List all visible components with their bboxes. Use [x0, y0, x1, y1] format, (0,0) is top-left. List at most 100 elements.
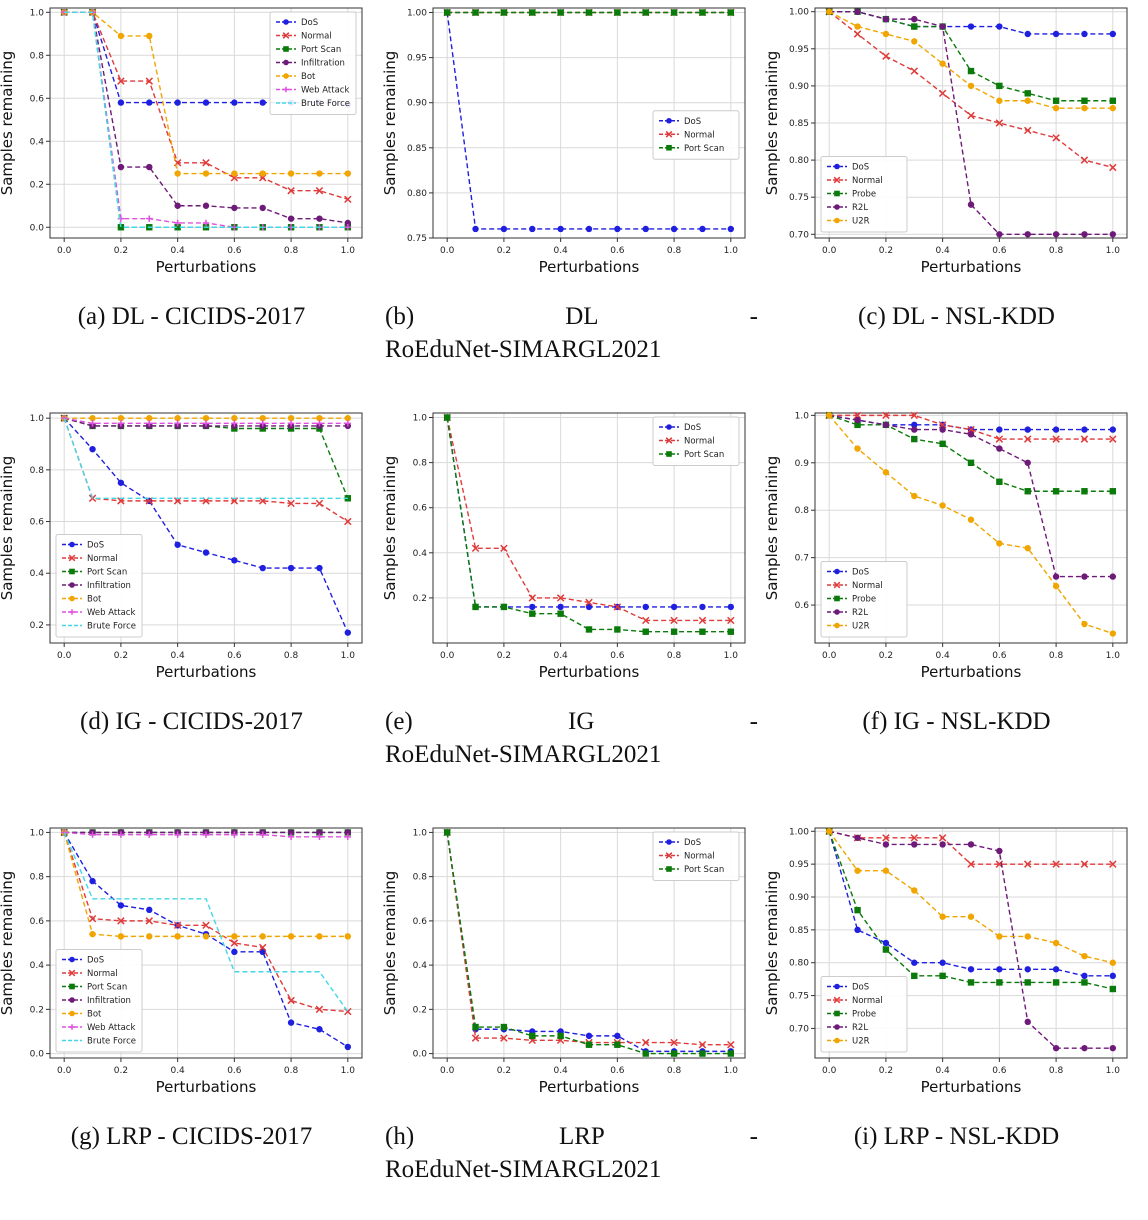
data-point-web-attack [231, 420, 238, 427]
data-point-port-scan [642, 1050, 649, 1057]
caption-g: (g) LRP - CICIDS-2017 [70, 1123, 313, 1150]
data-point-normal [585, 598, 593, 607]
legend-marker-bot [69, 595, 75, 602]
data-point-dos [967, 23, 975, 30]
x-tick-label: 0.8 [667, 246, 682, 256]
data-point-bot [344, 414, 352, 422]
series-bot [60, 829, 352, 940]
data-point-infiltration [202, 202, 210, 209]
data-point-normal [287, 996, 295, 1005]
x-tick-label: 0.6 [992, 651, 1007, 661]
y-tick-label: 0.6 [413, 504, 428, 514]
data-point-dos [174, 99, 181, 106]
caption-h: (h) LRP - RoEduNet-SIMARGL2021 [383, 1120, 766, 1186]
data-point-web-attack [316, 420, 323, 427]
data-point-probe [967, 67, 975, 75]
series-line-probe [828, 831, 1113, 990]
data-point-normal [882, 411, 890, 420]
data-point-u2r [996, 97, 1003, 104]
y-axis-label: Samples remaining [765, 51, 781, 196]
legend-marker-dos [283, 19, 289, 25]
x-tick-label: 0.4 [935, 1066, 950, 1076]
data-point-normal [995, 119, 1004, 127]
legend-marker-u2r [834, 217, 840, 224]
data-point-port-scan [614, 626, 621, 633]
data-point-web-attack [202, 219, 210, 227]
data-point-u2r [882, 30, 890, 38]
legend-marker-dos [834, 983, 840, 990]
legend-label: Brute Force [87, 1037, 136, 1047]
legend-label: DoS [852, 983, 869, 993]
legend: DoS Normal Port Scan Infiltration Bot Web Att… [269, 11, 357, 115]
legend-label: Normal [87, 969, 118, 979]
y-tick-label: 0.8 [30, 466, 45, 476]
y-tick-label: 0.2 [413, 594, 427, 604]
data-point-normal [1023, 435, 1032, 443]
data-point-bot [344, 933, 352, 940]
y-tick-label: 0.6 [30, 94, 45, 104]
series-web-attack [60, 414, 352, 427]
caption-line-2: RoEduNet-SIMARGL2021 [385, 1156, 662, 1183]
data-point-dos [996, 426, 1003, 433]
data-point-probe [911, 435, 918, 443]
legend-marker-dos [69, 956, 75, 963]
data-point-normal [528, 594, 537, 602]
data-point-port-scan [699, 628, 706, 635]
data-point-r2l [1109, 1044, 1117, 1052]
data-point-normal [1080, 435, 1089, 443]
x-tick-label: 0.0 [822, 246, 837, 256]
legend-label: Brute Force [301, 99, 350, 109]
legend-label: DoS [684, 838, 701, 848]
data-point-probe [1052, 488, 1060, 495]
x-tick-label: 0.4 [553, 651, 568, 661]
data-point-web-attack [89, 831, 96, 838]
y-tick-label: 0.90 [407, 99, 427, 109]
legend: DoS Normal Port Scan [652, 110, 740, 160]
data-point-normal [1052, 435, 1060, 443]
data-point-dos [854, 926, 861, 934]
data-point-probe [1081, 97, 1088, 104]
data-point-normal [995, 435, 1004, 443]
x-tick-label: 0.8 [1049, 651, 1064, 661]
legend-marker-probe [834, 1010, 840, 1017]
data-point-u2r [1024, 933, 1031, 940]
data-point-u2r [854, 23, 861, 30]
grid [433, 828, 745, 1058]
data-point-infiltration [259, 204, 266, 212]
data-point-probe [1081, 979, 1088, 986]
legend: DoS Normal Port Scan Infiltration Bot Web Att… [55, 534, 143, 638]
data-point-bot [259, 414, 266, 422]
y-tick-label: 1.0 [30, 8, 45, 18]
data-point-dos [614, 1032, 621, 1040]
legend-label: Port Scan [684, 450, 724, 460]
data-point-u2r [967, 516, 975, 523]
data-point-probe [854, 421, 861, 429]
caption-a: (a) DL - CICIDS-2017 [77, 303, 306, 330]
axes-frame [432, 827, 746, 1059]
data-point-normal [202, 921, 210, 930]
x-tick-label: 0.6 [227, 1066, 242, 1076]
chart-svg-h: 0.0 0.2 0.4 0.6 0.8 1.0 0.0 0.2 0.4 0.6 0.8 1.0 Pert… [383, 827, 746, 1096]
data-point-normal [287, 186, 295, 195]
data-point-u2r [939, 60, 946, 67]
x-tick-label: 0.0 [57, 1066, 72, 1076]
legend-marker-normal [68, 969, 76, 977]
x-tick-label: 0.6 [610, 246, 625, 256]
caption-word: (h) [385, 1123, 415, 1150]
data-point-normal [938, 834, 947, 842]
data-point-u2r [967, 913, 975, 920]
data-point-u2r [1081, 620, 1088, 628]
series-u2r [825, 828, 1117, 966]
data-point-normal [910, 834, 919, 842]
legend-label: Normal [852, 176, 883, 186]
x-tick-label: 0.0 [440, 651, 455, 661]
series-u2r [825, 412, 1117, 637]
x-tick-label: 0.0 [57, 651, 72, 661]
data-point-bot [89, 930, 96, 938]
series-dos [60, 414, 352, 636]
legend-label: DoS [684, 117, 701, 127]
caption-line-1: (e) IG - [383, 705, 766, 738]
legend-marker-normal [665, 437, 673, 444]
data-point-dos [1081, 30, 1088, 38]
y-tick-label: 0.85 [789, 926, 809, 936]
